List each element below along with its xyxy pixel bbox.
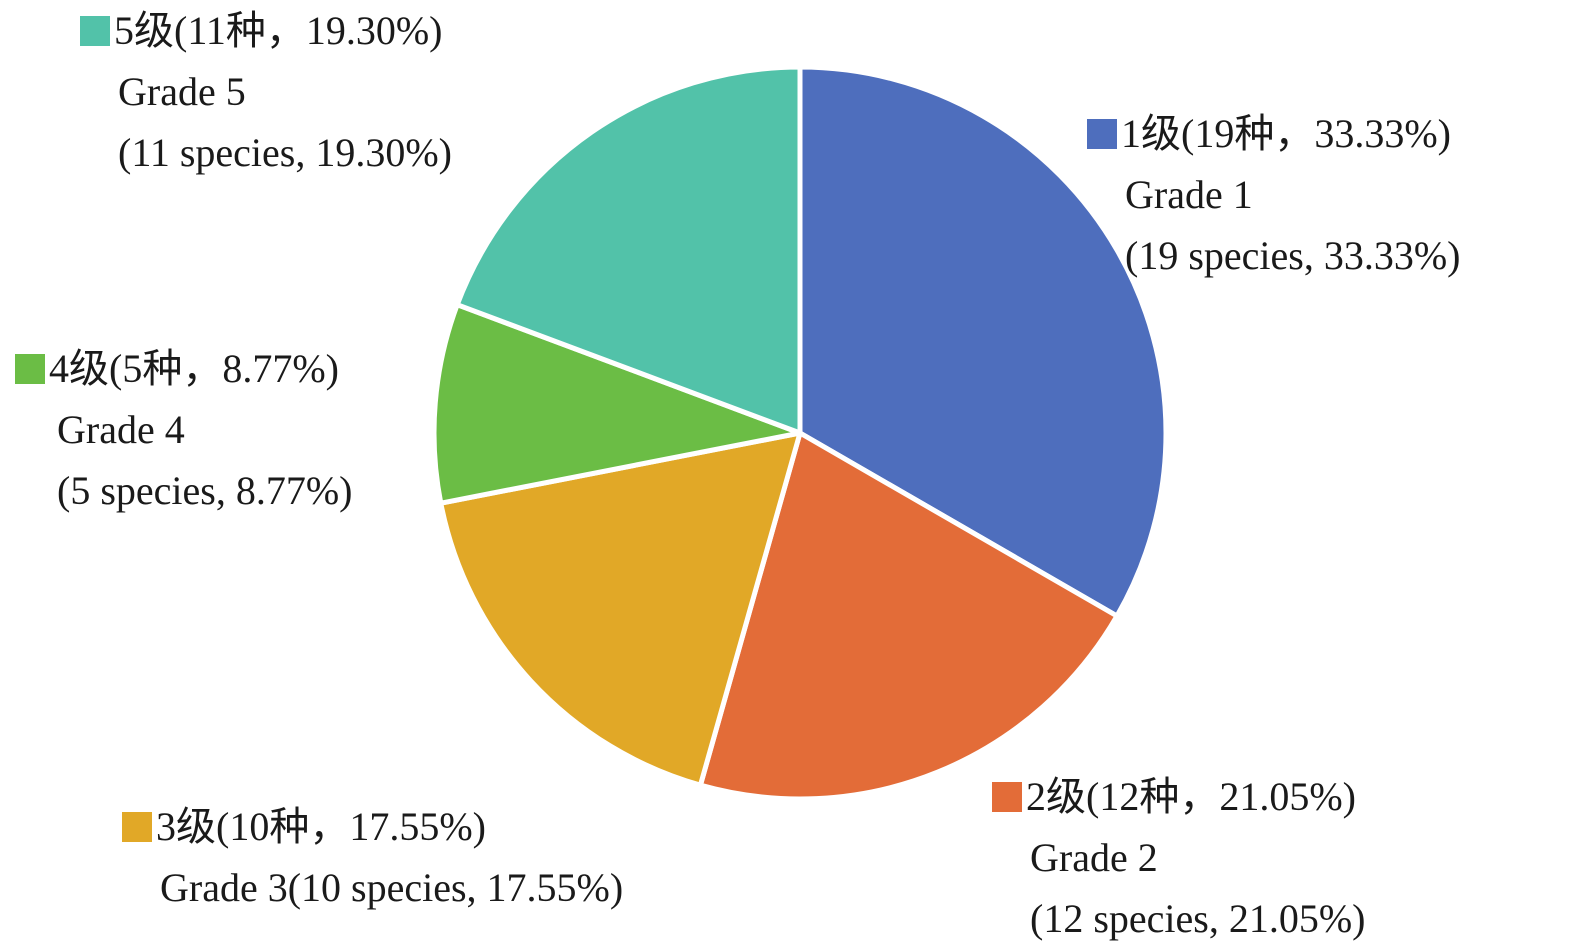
pie-slice-grade-4: [431, 302, 803, 506]
label-en-grade-1-line-2: (19 species, 33.33%): [1125, 233, 1461, 278]
label-cn-grade-4: 4级(5种，8.77%): [49, 346, 339, 391]
label-cn-grade-2: 2级(12种，21.05%): [1026, 774, 1356, 819]
slice-label-grade-3: 3级(10种，17.55%) Grade 3(10 species, 17.55…: [122, 796, 623, 918]
slice-label-grade-1: 1级(19种，33.33%) Grade 1 (19 species, 33.3…: [1087, 103, 1460, 286]
label-cn-grade-5: 5级(11种，19.30%): [114, 8, 443, 53]
label-en-grade-5-line-1: Grade 5: [118, 69, 246, 114]
label-cn-grade-1: 1级(19种，33.33%): [1121, 111, 1451, 156]
label-cn-grade-3: 3级(10种，17.55%): [156, 804, 486, 849]
pie-slice-grade-5: [454, 64, 803, 436]
legend-swatch-grade-3: [122, 812, 152, 842]
label-en-grade-4-line-1: Grade 4: [57, 407, 185, 452]
pie-slice-grade-2: [697, 430, 1120, 802]
label-en-grade-2-line-2: (12 species, 21.05%): [1030, 896, 1366, 941]
slice-label-grade-2: 2级(12种，21.05%) Grade 2 (12 species, 21.0…: [992, 766, 1365, 949]
label-en-grade-1-line-1: Grade 1: [1125, 172, 1253, 217]
pie-slice-grade-1: [797, 64, 1169, 619]
slice-label-grade-4: 4级(5种，8.77%) Grade 4 (5 species, 8.77%): [15, 338, 352, 521]
label-en-grade-4-line-2: (5 species, 8.77%): [57, 468, 353, 513]
legend-swatch-grade-1: [1087, 119, 1117, 149]
label-en-grade-5-line-2: (11 species, 19.30%): [118, 130, 452, 175]
label-en-grade-3-line-1: Grade 3(10 species, 17.55%): [160, 865, 624, 910]
legend-swatch-grade-2: [992, 782, 1022, 812]
legend-swatch-grade-4: [15, 354, 45, 384]
pie-slice-grade-3: [438, 430, 803, 788]
legend-swatch-grade-5: [80, 16, 110, 46]
slice-label-grade-5: 5级(11种，19.30%) Grade 5 (11 species, 19.3…: [80, 0, 452, 183]
label-en-grade-2-line-1: Grade 2: [1030, 835, 1158, 880]
